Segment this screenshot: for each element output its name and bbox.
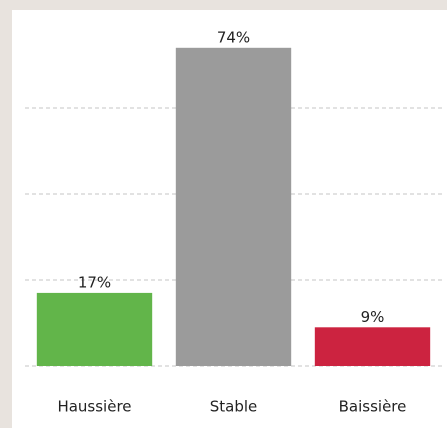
value-label: 74% — [217, 28, 250, 46]
bar — [36, 292, 153, 366]
x-tick-label: Baissière — [339, 398, 407, 416]
x-tick-label: Stable — [210, 398, 258, 416]
value-label: 9% — [361, 308, 385, 326]
bar — [314, 327, 431, 366]
bar — [175, 47, 292, 367]
x-tick-label: Haussière — [57, 398, 131, 416]
value-label: 17% — [78, 273, 111, 291]
